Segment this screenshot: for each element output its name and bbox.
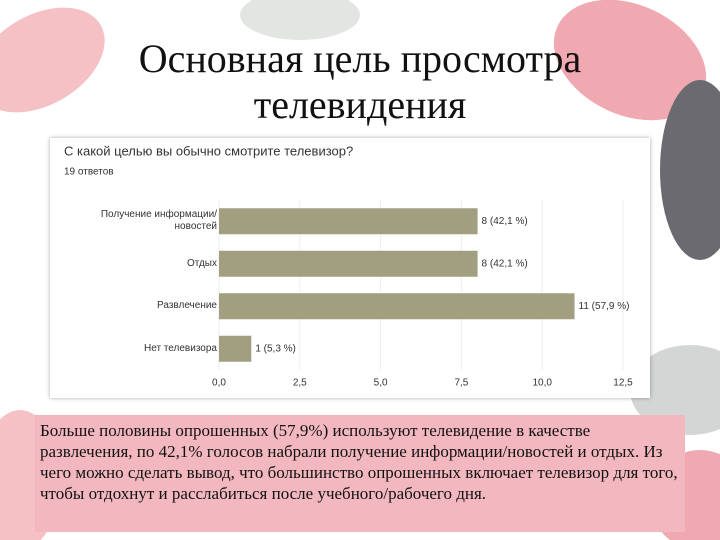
y-tick-label: Развлечение [157,300,217,312]
value-label: 8 (42,1 %) [482,258,528,269]
chart-subtitle: 19 ответов [64,167,114,178]
chart-title: С какой целью вы обычно смотрите телевиз… [64,143,353,158]
x-tick-label: 12,5 [613,378,633,389]
value-label: 8 (42,1 %) [482,216,528,227]
leaf [240,0,360,40]
bar [219,208,478,235]
x-tick-label: 0,0 [212,378,226,389]
chart-panel: С какой целью вы обычно смотрите телевиз… [50,138,650,398]
bar [219,335,252,362]
leaf [630,345,720,435]
bar [219,250,478,277]
y-tick-label: Отдых [186,257,217,269]
x-tick-label: 2,5 [293,378,307,389]
x-tick-label: 7,5 [454,378,468,389]
body-text: Больше половины опрошенных (57,9%) испол… [35,415,685,532]
chart: С какой целью вы обычно смотрите телевиз… [64,143,633,389]
leaf [0,7,105,113]
y-tick-label: Получение информации/ новостей [100,209,217,233]
slide-title: Основная цель просмотра телевидения [138,36,582,127]
x-tick-label: 10,0 [532,378,552,389]
leaf [553,0,707,121]
leaf [660,80,720,260]
x-tick-label: 5,0 [374,378,388,389]
value-label: 1 (5,3 %) [255,343,296,354]
y-tick-label: Нет телевизора [144,342,217,354]
value-label: 11 (57,9 %) [579,301,630,312]
bar [219,293,575,320]
